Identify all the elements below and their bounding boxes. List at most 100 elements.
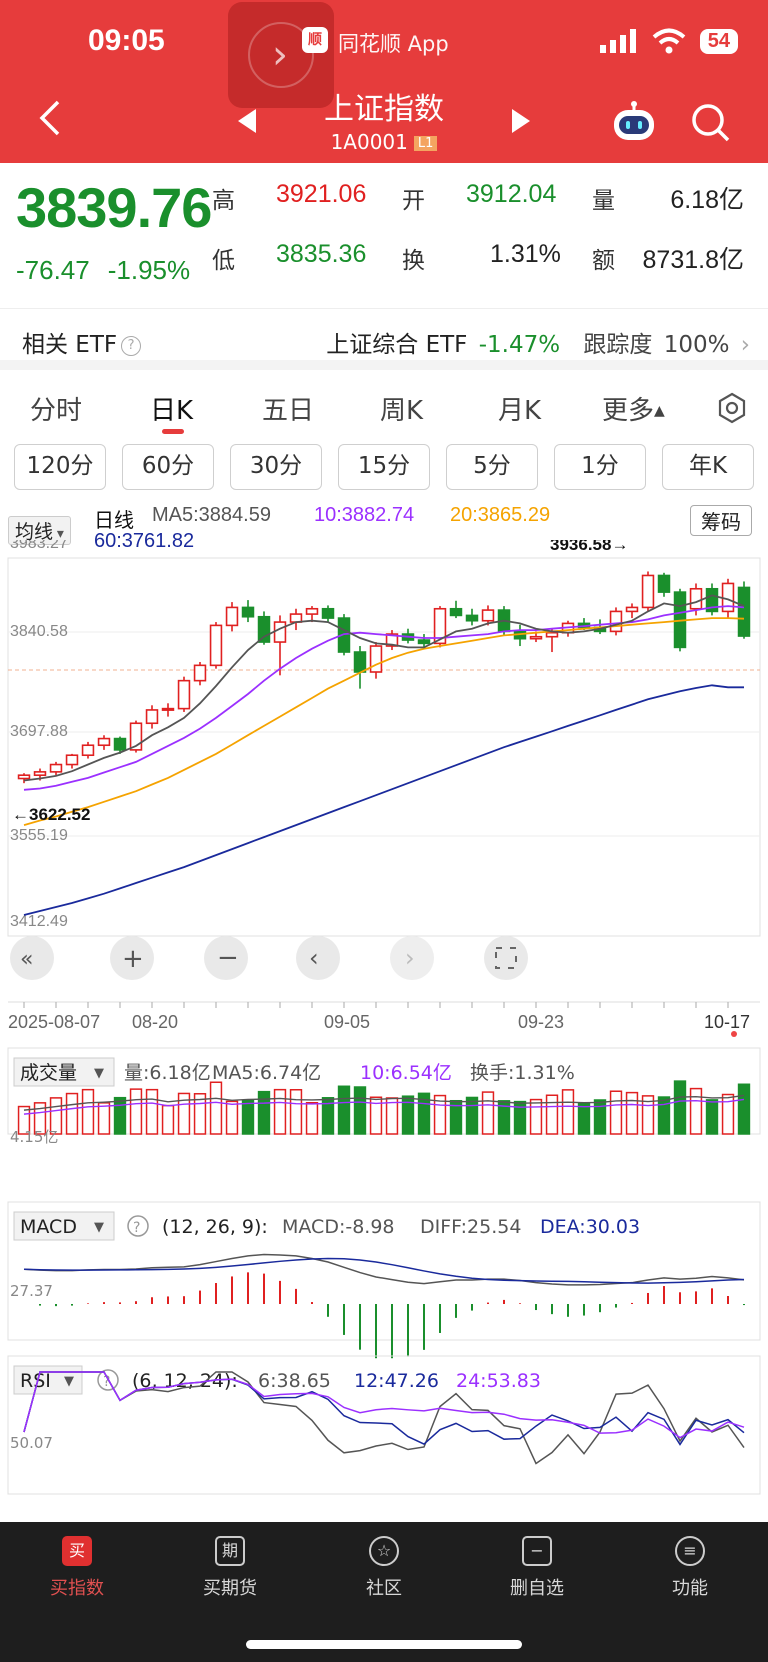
tabbar-label: 功能: [672, 1578, 708, 1599]
volume-ma5: MA5:6.74亿: [212, 1062, 321, 1084]
prev-stock-icon[interactable]: [236, 108, 258, 134]
search-icon[interactable]: [690, 102, 730, 142]
candle-body: [657, 574, 671, 593]
signal-icon: [599, 29, 636, 53]
tabbar-buy-futures[interactable]: 期买期货: [185, 1536, 275, 1600]
zoom-out-button[interactable]: [204, 936, 248, 980]
candle: [465, 608, 479, 626]
candle-body: [129, 722, 143, 751]
rewind-button[interactable]: [10, 936, 54, 980]
candle: [113, 736, 127, 754]
period-5min[interactable]: 5分: [446, 444, 538, 490]
max-price-mark: 3936.58→: [550, 540, 628, 554]
pip-overlay[interactable]: ›: [228, 2, 334, 108]
y-tick-4: 3555.19: [10, 827, 68, 844]
tab-intraday[interactable]: 分时: [30, 396, 83, 426]
volume-selector[interactable]: [13, 1057, 115, 1087]
macd-help-icon[interactable]: [127, 1215, 149, 1237]
ma-selector[interactable]: 均线: [8, 516, 71, 545]
turnover-label: 换: [402, 248, 425, 274]
candle: [305, 606, 319, 623]
chart-area[interactable]: 3983.27 3840.58 3697.88 3555.19 3412.49 …: [0, 540, 768, 1500]
etf-change: -1.47%: [478, 332, 561, 358]
help-icon[interactable]: ?: [121, 336, 142, 356]
candle: [65, 753, 79, 769]
period-15min[interactable]: 15分: [338, 444, 430, 490]
rsi-plot: [23, 1371, 745, 1465]
y-tick-2: 3840.58: [10, 623, 68, 640]
volume-bar: [353, 1086, 367, 1135]
pan-right-button[interactable]: [390, 936, 434, 980]
candle: [321, 605, 335, 623]
volume-bar: [257, 1090, 271, 1135]
next-stock-icon[interactable]: [510, 108, 532, 134]
candle-body: [33, 771, 47, 776]
macd-selector[interactable]: [13, 1211, 115, 1241]
tabbar-functions[interactable]: ≡ 功能: [645, 1536, 735, 1600]
candle: [433, 606, 447, 648]
community-icon: ☆: [369, 1536, 399, 1566]
tabbar-community[interactable]: ☆ 社区: [339, 1536, 429, 1600]
related-etf-row[interactable]: 相关 ETF? 上证综合 ETF -1.47% 跟踪度 100% ›: [0, 308, 768, 370]
robot-assistant-icon[interactable]: [610, 100, 658, 144]
macd-frame: [7, 1201, 761, 1341]
period-yearly[interactable]: 年K: [662, 444, 754, 490]
period-60min[interactable]: 60分: [122, 444, 214, 490]
caret-down-icon: ▼: [94, 1066, 104, 1081]
rsi-selector[interactable]: [13, 1365, 83, 1395]
tab-five-day[interactable]: 五日: [262, 396, 315, 426]
amount-value: 8731.8亿: [642, 246, 744, 274]
volume-bar: [641, 1095, 655, 1135]
candle: [177, 676, 191, 712]
period-30min[interactable]: 30分: [230, 444, 322, 490]
volume-bar: [529, 1098, 543, 1135]
back-icon[interactable]: [36, 98, 64, 138]
period-1min[interactable]: 1分: [554, 444, 646, 490]
volume-bar: [609, 1090, 623, 1135]
volume-bar: [321, 1097, 335, 1135]
candle-body: [545, 631, 559, 638]
rsi-y-tick: 50.07: [10, 1434, 53, 1452]
price-change: -76.47 -1.95%: [16, 255, 208, 286]
volume-bar: [193, 1093, 207, 1135]
settings-hex-icon[interactable]: [716, 392, 748, 424]
chevron-right-icon: ›: [740, 332, 750, 358]
tab-more[interactable]: 更多▲: [602, 390, 665, 427]
ma5-line: [23, 594, 745, 782]
tab-weekly-k[interactable]: 周K: [380, 396, 424, 426]
kline-frame: [7, 557, 761, 937]
period-120min[interactable]: 120分: [14, 444, 106, 490]
candle-body: [113, 737, 127, 751]
zoom-in-button[interactable]: [110, 936, 154, 980]
chip-button[interactable]: 筹码: [690, 505, 752, 536]
volume-bar: [673, 1080, 687, 1135]
track-value: 100%: [663, 332, 730, 358]
kline-y-labels: 3983.27 3840.58 3697.88 3555.19 3412.49: [10, 540, 68, 930]
status-time: 09:05: [88, 24, 165, 57]
tabbar-buy-index[interactable]: 买买指数: [32, 1536, 122, 1600]
candle-body: [737, 586, 751, 637]
amount-label: 额: [592, 248, 615, 274]
ma20-value: 20:3865.29: [450, 504, 551, 526]
rsi-help-icon[interactable]: [97, 1369, 119, 1391]
candle-body: [369, 645, 383, 673]
open-label: 开: [402, 188, 425, 214]
open-value: 3912.04: [466, 180, 557, 208]
date-label-3: 09-05: [324, 1012, 370, 1032]
tabbar-label: 删自选: [510, 1578, 564, 1599]
ma-lines: [23, 594, 745, 916]
pan-left-button[interactable]: [296, 936, 340, 980]
tab-daily-k[interactable]: 日K: [150, 396, 194, 426]
macd-selector-label: MACD: [20, 1216, 77, 1238]
volume-bar: [545, 1094, 559, 1135]
fullscreen-button[interactable]: [484, 936, 528, 980]
rsi-24-line: [23, 1371, 745, 1439]
candle-body: [257, 615, 271, 643]
candle-body: [273, 621, 287, 643]
tab-monthly-k[interactable]: 月K: [498, 396, 542, 426]
tabbar-label: 买指数: [50, 1578, 104, 1599]
candle-body: [161, 707, 175, 711]
tabbar-remove-watchlist[interactable]: − 删自选: [492, 1536, 582, 1600]
volume-bar: [737, 1083, 751, 1135]
volume-bar: [145, 1088, 159, 1135]
